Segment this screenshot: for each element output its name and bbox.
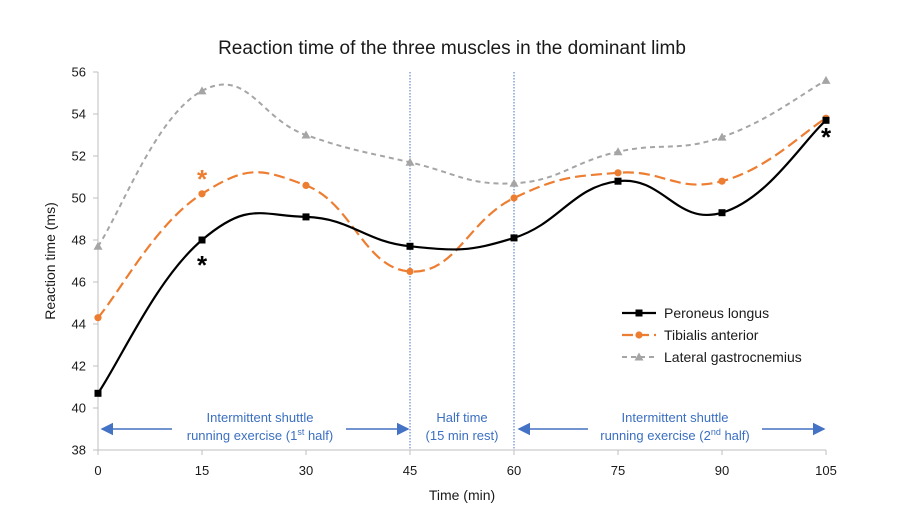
phase2-label-line2: (15 min rest) <box>426 428 499 443</box>
data-point-tibialis-anterior <box>614 169 622 177</box>
data-point-peroneus-longus <box>614 177 622 185</box>
x-tick-label: 105 <box>815 463 837 478</box>
data-point-tibialis-anterior <box>302 181 310 189</box>
data-point-lateral-gastrocnemius <box>301 130 311 139</box>
chart-title: Reaction time of the three muscles in th… <box>218 38 686 59</box>
y-tick-labels: 38 40 42 44 46 48 50 52 54 56 <box>72 65 98 458</box>
phase1-label-line1: Intermittent shuttle <box>207 410 314 425</box>
x-tick-label: 15 <box>195 463 209 478</box>
y-axis-label: Reaction time (ms) <box>42 202 58 319</box>
legend-label: Tibialis anterior <box>664 327 759 343</box>
phase1-label-line2: running exercise (1st half) <box>187 427 333 443</box>
y-tick-label: 46 <box>72 275 86 290</box>
y-tick-label: 56 <box>72 65 86 80</box>
y-tick-label: 38 <box>72 443 86 458</box>
phase-annotations: Intermittent shuttle running exercise (1… <box>100 410 826 443</box>
x-tick-label: 90 <box>715 463 729 478</box>
y-tick-label: 52 <box>72 149 86 164</box>
data-point-lateral-gastrocnemius <box>405 157 415 166</box>
series-markers <box>93 75 831 397</box>
data-point-lateral-gastrocnemius <box>509 178 519 187</box>
phase-dividers <box>409 72 515 450</box>
data-point-tibialis-anterior <box>198 190 206 198</box>
y-tick-label: 50 <box>72 191 86 206</box>
axes <box>97 72 826 451</box>
x-tick-label: 60 <box>507 463 521 478</box>
data-point-tibialis-anterior <box>94 314 102 322</box>
y-tick-label: 54 <box>72 107 86 122</box>
y-tick-label: 48 <box>72 233 86 248</box>
x-tick-label: 75 <box>611 463 625 478</box>
data-point-tibialis-anterior <box>510 194 518 202</box>
series-line-tibialis-anterior <box>97 117 827 319</box>
y-tick-label: 44 <box>72 317 86 332</box>
data-point-peroneus-longus <box>510 234 518 242</box>
y-tick-label: 42 <box>72 359 86 374</box>
data-point-lateral-gastrocnemius <box>93 241 103 250</box>
series-lines <box>97 79 827 394</box>
data-point-peroneus-longus <box>198 236 206 244</box>
significance-star: * <box>197 164 208 194</box>
data-point-tibialis-anterior <box>718 177 726 185</box>
data-point-lateral-gastrocnemius <box>717 132 727 141</box>
data-point-tibialis-anterior <box>406 267 414 276</box>
data-point-peroneus-longus <box>302 213 310 221</box>
legend-label: Lateral gastrocnemius <box>664 349 802 365</box>
phase3-label-line1: Intermittent shuttle <box>622 410 729 425</box>
x-tick-labels: 0 15 30 45 60 75 90 105 <box>94 450 837 478</box>
significance-star: * <box>197 250 208 280</box>
phase3-label-line2: running exercise (2nd half) <box>600 427 749 443</box>
series-line-lateral-gastrocnemius <box>97 79 827 247</box>
legend: Peroneus longus Tibialis anterior Lateral … <box>622 305 802 365</box>
data-point-peroneus-longus <box>406 242 414 250</box>
data-point-peroneus-longus <box>94 389 102 397</box>
significance-star: * <box>821 122 832 152</box>
x-tick-label: 30 <box>299 463 313 478</box>
x-tick-label: 45 <box>403 463 417 478</box>
data-point-lateral-gastrocnemius <box>821 75 831 84</box>
legend-swatch-marker <box>635 331 643 339</box>
legend-swatch-marker <box>634 352 644 361</box>
significance-markers: * * * <box>197 122 832 280</box>
phase2-label-line1: Half time <box>436 410 487 425</box>
y-tick-label: 40 <box>72 401 86 416</box>
data-point-lateral-gastrocnemius <box>197 86 207 95</box>
legend-swatch-marker <box>635 309 643 317</box>
x-axis-label: Time (min) <box>429 487 495 503</box>
data-point-peroneus-longus <box>822 116 830 124</box>
data-point-peroneus-longus <box>718 209 726 217</box>
data-point-lateral-gastrocnemius <box>613 147 623 156</box>
x-tick-label: 0 <box>94 463 101 478</box>
legend-label: Peroneus longus <box>664 305 769 321</box>
